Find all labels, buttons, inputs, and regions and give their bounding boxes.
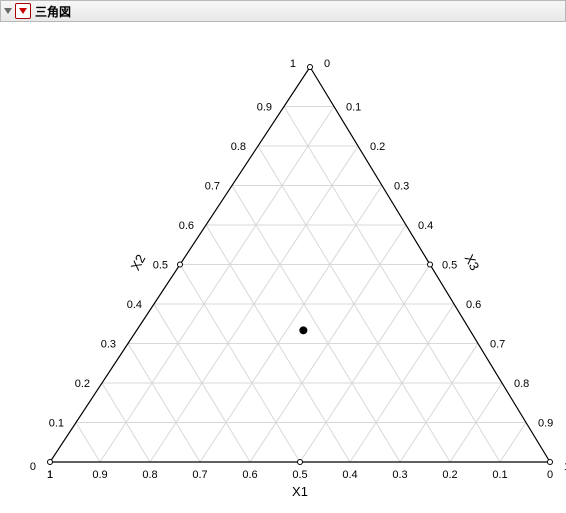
svg-text:0.2: 0.2	[75, 378, 90, 390]
svg-text:0.2: 0.2	[442, 469, 457, 481]
svg-text:0.5: 0.5	[442, 260, 457, 272]
svg-text:0.7: 0.7	[192, 469, 207, 481]
panel-title: 三角図	[35, 3, 71, 20]
svg-text:0.4: 0.4	[342, 469, 357, 481]
svg-text:0.1: 0.1	[49, 418, 64, 430]
svg-text:0: 0	[547, 469, 553, 481]
svg-text:0.3: 0.3	[101, 339, 116, 351]
svg-text:0: 0	[30, 461, 36, 473]
svg-text:0.1: 0.1	[492, 469, 507, 481]
svg-text:0.8: 0.8	[231, 141, 246, 153]
svg-text:X2: X2	[128, 252, 149, 273]
svg-text:0.7: 0.7	[205, 181, 220, 193]
svg-text:0.5: 0.5	[153, 260, 168, 272]
svg-text:0.9: 0.9	[257, 102, 272, 114]
disclosure-triangle-icon[interactable]	[3, 6, 13, 16]
svg-text:0.9: 0.9	[538, 418, 553, 430]
ternary-chart: 1 0.9 0.8 0.7 0.6 0.5 0.4 0.3 0.2 0.1 0.1 0.2 0.3 0.4…	[0, 22, 566, 508]
svg-text:0.9: 0.9	[92, 469, 107, 481]
svg-text:1: 1	[290, 58, 296, 70]
svg-text:0.3: 0.3	[394, 181, 409, 193]
svg-text:0.5: 0.5	[292, 469, 307, 481]
svg-text:0.6: 0.6	[179, 220, 194, 232]
svg-text:X1: X1	[292, 484, 308, 499]
svg-text:0.8: 0.8	[514, 378, 529, 390]
svg-text:0.8: 0.8	[142, 469, 157, 481]
panel-header: 三角図	[0, 0, 566, 22]
svg-text:0.6: 0.6	[242, 469, 257, 481]
svg-text:0: 0	[324, 58, 330, 70]
svg-text:0.4: 0.4	[127, 299, 142, 311]
svg-text:0.3: 0.3	[392, 469, 407, 481]
svg-text:0.4: 0.4	[418, 220, 433, 232]
svg-text:0.1: 0.1	[346, 102, 361, 114]
svg-text:0.2: 0.2	[370, 141, 385, 153]
svg-text:1: 1	[47, 469, 53, 481]
svg-text:X3: X3	[462, 252, 483, 273]
svg-text:0.7: 0.7	[490, 339, 505, 351]
panel-menu-button[interactable]	[15, 3, 31, 19]
svg-text:0.6: 0.6	[466, 299, 481, 311]
